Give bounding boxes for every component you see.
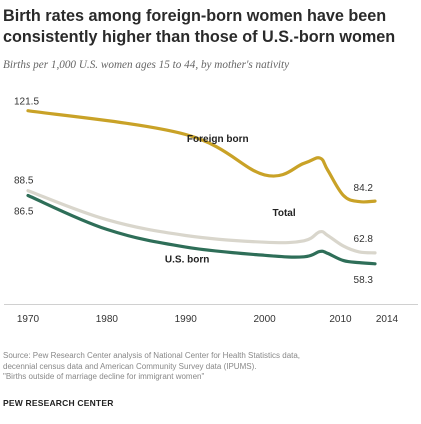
series-line-foreign-born bbox=[26, 109, 377, 204]
series-line-total bbox=[26, 189, 377, 255]
data-label: 62.8 bbox=[354, 234, 374, 245]
x-tick-label: 1970 bbox=[17, 314, 40, 325]
x-tick-label: 2010 bbox=[329, 314, 352, 325]
source-note: Source: Pew Research Center analysis of … bbox=[3, 351, 418, 383]
series-label-foreign-born: Foreign born bbox=[187, 134, 249, 145]
series-line-u-s-born bbox=[26, 193, 377, 266]
data-label: 58.3 bbox=[354, 275, 374, 286]
x-tick-label: 2014 bbox=[376, 314, 399, 325]
x-tick-label: 2000 bbox=[253, 314, 276, 325]
line-chart: Foreign born Total U.S. born 121.5 88.5 86.5 8… bbox=[4, 97, 418, 325]
series-label-u-s-born: U.S. born bbox=[165, 255, 209, 266]
chart-subtitle: Births per 1,000 U.S. women ages 15 to 4… bbox=[3, 59, 290, 71]
x-tick-label: 1990 bbox=[175, 314, 198, 325]
series-label-total: Total bbox=[272, 208, 295, 219]
data-label: 88.5 bbox=[14, 176, 34, 187]
source-line-1: Source: Pew Research Center analysis of … bbox=[3, 351, 301, 360]
x-tick-label: 1980 bbox=[96, 314, 119, 325]
data-label: 121.5 bbox=[14, 97, 39, 108]
source-line-2: decennial census data and American Commu… bbox=[3, 361, 257, 371]
source-line-3: "Births outside of marriage decline for … bbox=[3, 372, 205, 381]
data-label: 86.5 bbox=[14, 207, 34, 218]
chart-title: Birth rates among foreign-born women hav… bbox=[3, 7, 396, 46]
organization-credit: PEW RESEARCH CENTER bbox=[3, 398, 114, 408]
data-label: 84.2 bbox=[354, 183, 374, 194]
